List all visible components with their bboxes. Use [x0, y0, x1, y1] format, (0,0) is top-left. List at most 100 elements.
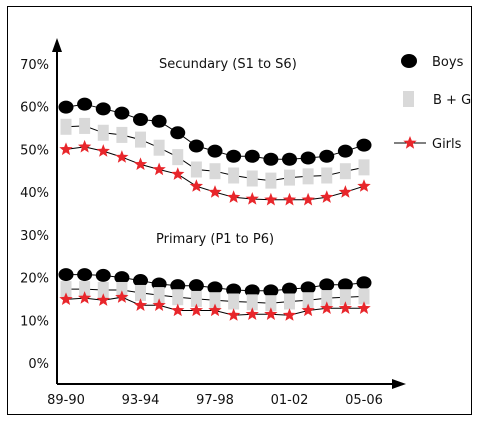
data-point — [133, 274, 148, 288]
data-point — [226, 149, 242, 163]
data-point — [320, 301, 334, 314]
legend-bg-label: B + G — [433, 93, 471, 108]
data-point — [153, 287, 165, 304]
data-point — [300, 281, 316, 295]
data-point — [58, 100, 74, 114]
data-point — [321, 290, 333, 307]
data-point — [79, 117, 91, 134]
panel-title-secondary: Secundary (S1 to S6) — [159, 57, 297, 72]
series-girls-panel-2 — [59, 290, 371, 321]
series-girls-panel-1 — [59, 139, 371, 206]
data-point — [300, 151, 316, 165]
data-point — [337, 278, 353, 292]
x-tick-labels: 89-90 93-94 97-98 01-02 05-06 — [47, 393, 383, 408]
data-point — [152, 298, 166, 311]
data-point — [59, 292, 73, 305]
x-tick-label: 05-06 — [345, 393, 383, 408]
data-point — [284, 293, 295, 310]
data-point — [228, 293, 240, 310]
legend-bg-marker — [403, 91, 414, 107]
x-axis-arrow — [392, 379, 406, 389]
data-point — [115, 290, 129, 303]
data-point — [301, 192, 315, 206]
data-point — [301, 303, 315, 317]
x-tick-label: 89-90 — [47, 393, 85, 408]
x-tick-label: 97-98 — [196, 393, 234, 408]
data-point — [135, 284, 146, 301]
data-point — [207, 144, 223, 158]
data-point — [227, 308, 241, 321]
data-point — [190, 290, 202, 307]
data-point — [209, 163, 221, 180]
x-tick-label: 01-02 — [271, 393, 309, 408]
data-point — [78, 291, 92, 304]
data-point — [356, 138, 372, 152]
data-point — [245, 192, 259, 205]
data-point — [116, 126, 128, 143]
data-point — [114, 271, 130, 285]
x-tick-label: 93-94 — [122, 393, 160, 408]
data-point — [95, 268, 111, 282]
data-point — [263, 152, 279, 166]
legend: Boys B + G Girls — [394, 54, 471, 152]
data-point — [265, 172, 277, 189]
data-point — [302, 168, 314, 185]
series-b-g-panel-1 — [60, 117, 370, 189]
data-point — [282, 152, 297, 166]
data-point — [188, 279, 204, 293]
data-point — [282, 192, 297, 206]
data-point — [171, 167, 185, 180]
series-b-g-panel-2 — [60, 281, 370, 312]
legend-boys-label: Boys — [432, 55, 464, 70]
data-point — [358, 288, 370, 305]
data-point — [226, 283, 242, 297]
legend-girls-marker — [403, 136, 417, 149]
legend-girls-label: Girls — [432, 137, 462, 152]
data-point — [172, 149, 184, 166]
data-point — [79, 281, 91, 298]
data-point — [60, 118, 72, 135]
y-tick-label: 20% — [20, 272, 49, 287]
data-point — [246, 170, 258, 187]
data-point — [244, 284, 260, 298]
data-point — [338, 301, 352, 314]
data-point — [264, 192, 278, 206]
data-point — [246, 294, 258, 311]
data-point — [189, 179, 203, 192]
y-tick-label: 10% — [20, 314, 49, 329]
data-point — [265, 295, 277, 312]
series-boys-panel-2 — [58, 268, 372, 298]
data-point — [97, 281, 109, 298]
data-point — [77, 268, 93, 282]
y-tick-label: 70% — [20, 58, 49, 73]
chart-frame — [7, 6, 472, 415]
data-point — [151, 114, 167, 128]
data-point — [209, 292, 221, 309]
legend-boys-marker — [401, 54, 417, 68]
data-point — [319, 278, 335, 292]
data-point — [282, 282, 297, 296]
data-point — [319, 149, 335, 163]
data-point — [228, 167, 240, 184]
data-point — [339, 163, 351, 180]
y-axis-arrow — [52, 38, 62, 52]
data-point — [338, 185, 352, 198]
data-point — [302, 292, 314, 309]
data-point — [133, 113, 148, 127]
data-point — [358, 159, 370, 176]
data-point — [58, 268, 74, 282]
data-point — [95, 102, 111, 116]
series-boys-panel-1 — [58, 97, 372, 166]
data-point — [208, 185, 222, 198]
panel-title-primary: Primary (P1 to P6) — [156, 232, 274, 247]
data-point — [207, 281, 223, 295]
y-tick-label: 0% — [28, 357, 49, 372]
y-tick-label: 50% — [20, 143, 49, 158]
data-point — [189, 303, 203, 317]
data-point — [320, 190, 334, 203]
data-point — [153, 139, 165, 156]
data-point — [337, 144, 353, 158]
data-point — [170, 279, 186, 293]
data-point — [60, 281, 72, 298]
